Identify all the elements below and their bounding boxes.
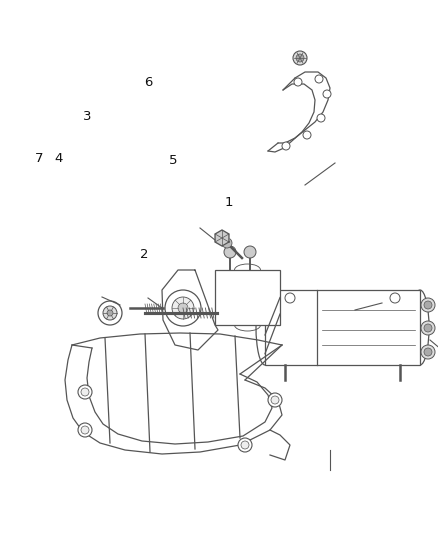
Text: 4: 4: [55, 151, 63, 165]
Text: 6: 6: [144, 76, 152, 88]
Text: 3: 3: [83, 110, 91, 124]
Circle shape: [103, 306, 117, 320]
Circle shape: [78, 423, 92, 437]
Circle shape: [178, 303, 188, 313]
Text: 5: 5: [169, 155, 177, 167]
Circle shape: [268, 393, 282, 407]
Text: 1: 1: [225, 197, 233, 209]
Circle shape: [271, 396, 279, 404]
Circle shape: [98, 301, 122, 325]
Circle shape: [165, 290, 201, 326]
Circle shape: [315, 75, 323, 83]
Circle shape: [421, 321, 435, 335]
FancyBboxPatch shape: [265, 290, 420, 365]
Circle shape: [282, 142, 290, 150]
Circle shape: [81, 388, 89, 396]
Circle shape: [421, 345, 435, 359]
Circle shape: [424, 348, 432, 356]
Circle shape: [317, 114, 325, 122]
Circle shape: [421, 298, 435, 312]
Circle shape: [303, 131, 311, 139]
Circle shape: [424, 324, 432, 332]
Text: 2: 2: [140, 248, 148, 262]
Circle shape: [224, 246, 236, 258]
FancyBboxPatch shape: [215, 270, 280, 325]
Circle shape: [294, 78, 302, 86]
Circle shape: [172, 297, 194, 319]
Circle shape: [424, 301, 432, 309]
Circle shape: [241, 441, 249, 449]
Text: 7: 7: [35, 151, 43, 165]
Circle shape: [78, 385, 92, 399]
Polygon shape: [215, 230, 229, 246]
Circle shape: [244, 246, 256, 258]
Circle shape: [296, 54, 304, 62]
Circle shape: [222, 238, 232, 248]
Circle shape: [323, 90, 331, 98]
Polygon shape: [162, 270, 218, 350]
Circle shape: [293, 51, 307, 65]
Circle shape: [107, 310, 113, 316]
Circle shape: [390, 293, 400, 303]
Circle shape: [285, 293, 295, 303]
Circle shape: [81, 426, 89, 434]
Circle shape: [238, 438, 252, 452]
